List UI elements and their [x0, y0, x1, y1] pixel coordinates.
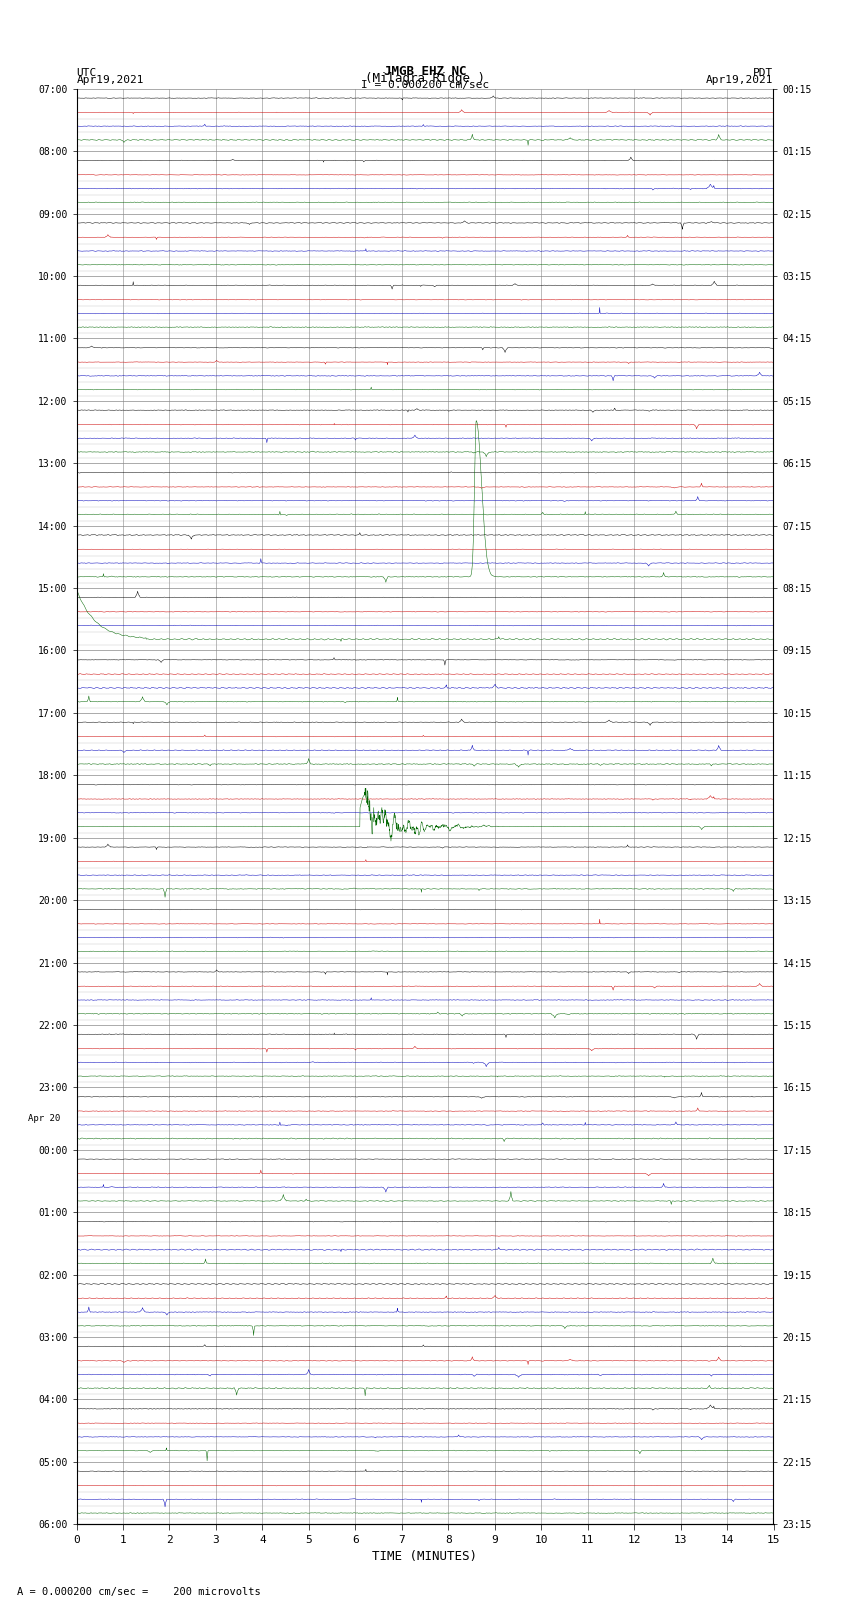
Text: Apr19,2021: Apr19,2021	[76, 74, 144, 84]
Text: I = 0.000200 cm/sec: I = 0.000200 cm/sec	[361, 81, 489, 90]
Text: UTC: UTC	[76, 68, 97, 77]
Text: PDT: PDT	[753, 68, 774, 77]
X-axis label: TIME (MINUTES): TIME (MINUTES)	[372, 1550, 478, 1563]
Text: (Milagra Ridge ): (Milagra Ridge )	[365, 71, 485, 84]
Text: JMGB EHZ NC: JMGB EHZ NC	[383, 65, 467, 77]
Text: Apr19,2021: Apr19,2021	[706, 74, 774, 84]
Text: Apr 20: Apr 20	[28, 1115, 60, 1123]
Text: A = 0.000200 cm/sec =    200 microvolts: A = 0.000200 cm/sec = 200 microvolts	[17, 1587, 261, 1597]
